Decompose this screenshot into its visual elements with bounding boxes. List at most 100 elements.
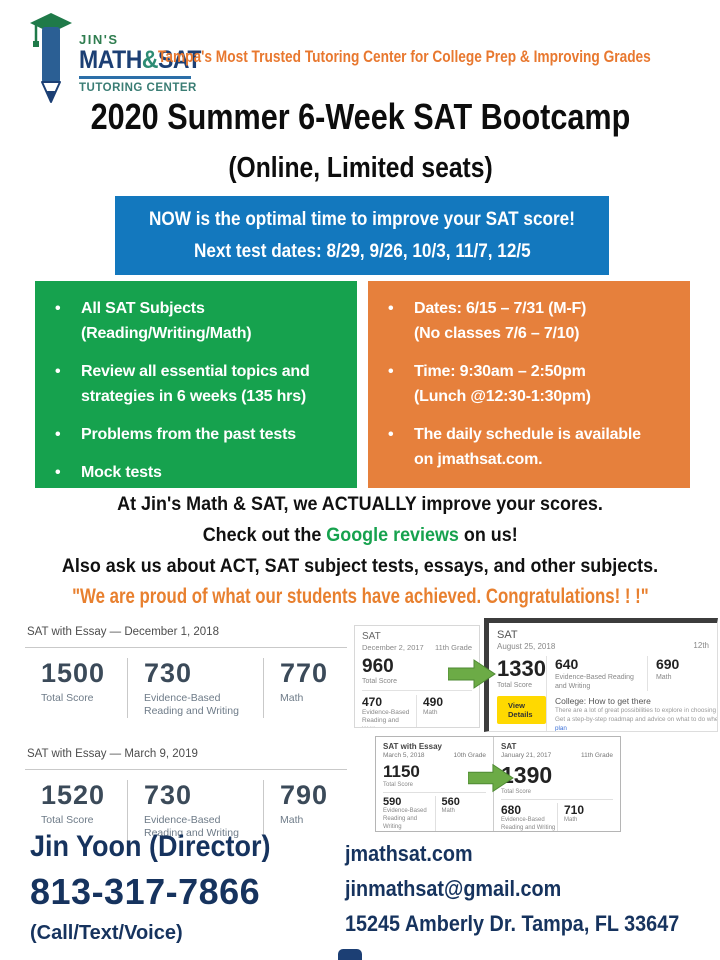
score-math: 770 Math bbox=[263, 658, 333, 719]
banner-line-1: NOW is the optimal time to improve your … bbox=[115, 203, 609, 235]
brand-logo: JIN'S MATH&SAT TUTORING CENTER bbox=[28, 12, 212, 109]
report-divider bbox=[25, 647, 347, 648]
brand-divider bbox=[79, 76, 191, 79]
pencil-graduation-cap-icon bbox=[28, 12, 74, 109]
college-section-title: College: How to get there bbox=[554, 696, 651, 707]
promo-banner: NOW is the optimal time to improve your … bbox=[115, 196, 609, 275]
email-address-text: jinmathsat@gmail.com bbox=[345, 876, 562, 901]
test-name: SAT with Essay bbox=[383, 742, 442, 751]
subscore-ebrw: 680 Evidence-Based Reading and Writing bbox=[501, 803, 557, 831]
college-plan-link[interactable]: plan bbox=[554, 725, 567, 732]
test-date: December 2, 2017 bbox=[362, 643, 424, 652]
score-report-2: SAT with Essay — March 9, 2019 1520 Tota… bbox=[25, 740, 347, 853]
subscore-label: Math bbox=[564, 817, 578, 823]
card-divider bbox=[501, 799, 613, 800]
subscore-label: Math bbox=[655, 674, 672, 681]
pitch-line-2-prefix: Check out the bbox=[202, 524, 322, 546]
feature-item: All SAT Subjects (Reading/Writing/Math) bbox=[55, 296, 349, 346]
schedule-item: Dates: 6/15 – 7/31 (M-F) (No classes 7/6… bbox=[388, 296, 682, 346]
college-section-text: There are a lot of great possibilities t… bbox=[554, 707, 718, 715]
subscore-value: 590 bbox=[383, 796, 402, 808]
pitch-line-2-text: Check out the Google reviews on us! bbox=[202, 520, 517, 551]
score-math: 790 Math bbox=[263, 780, 333, 841]
total-score-label: Total Score bbox=[501, 789, 532, 795]
schedule-item: The daily schedule is available on jmath… bbox=[388, 422, 682, 472]
email-address: jinmathsat@gmail.com bbox=[345, 871, 716, 906]
google-reviews-link[interactable]: Google reviews bbox=[326, 524, 459, 546]
subscore-row: 640 Evidence-Based Reading and Writing 6… bbox=[555, 656, 717, 692]
subscore-math: 690 Math bbox=[646, 656, 717, 692]
report-divider bbox=[25, 769, 347, 771]
pitch-line-3-text: Also ask us about ACT, SAT subject tests… bbox=[61, 555, 659, 577]
card-header: SAT August 25, 2018 12th bbox=[497, 629, 709, 651]
total-score-value: 1330 bbox=[497, 656, 546, 681]
testimonial-quote: "We are proud of what our students have … bbox=[0, 585, 720, 609]
score-reports-panel: SAT with Essay — December 1, 2018 1500 T… bbox=[25, 618, 347, 863]
schedule-item: Time: 9:30am – 2:50pm (Lunch @12:30-1:30… bbox=[388, 359, 682, 409]
test-date: March 5, 2018 bbox=[383, 752, 425, 759]
cropped-logo-mark bbox=[338, 949, 362, 960]
subscore-label: Evidence-Based Reading and Writing bbox=[383, 808, 427, 830]
score-label: Math bbox=[280, 692, 304, 704]
brand-name-main: MATH&SAT bbox=[79, 47, 201, 74]
test-meta: March 5, 2018 10th Grade bbox=[383, 752, 486, 759]
brand-ampersand: & bbox=[141, 46, 159, 74]
testimonial-quote-text: "We are proud of what our students have … bbox=[72, 585, 649, 608]
test-grade: 10th Grade bbox=[453, 752, 486, 759]
subscore-math: 560 Math bbox=[434, 796, 487, 831]
subscore-value: 490 bbox=[423, 695, 444, 709]
pitch-line-1: At Jin's Math & SAT, we ACTUALLY improve… bbox=[0, 489, 720, 520]
brand-tagline-text: Tampa's Most Trusted Tutoring Center for… bbox=[158, 48, 651, 66]
before-after-screenshot-2: SAT with Essay March 5, 2018 10th Grade … bbox=[375, 736, 621, 832]
subscores: 640 Evidence-Based Reading and Writing 6… bbox=[545, 656, 718, 732]
view-details-button[interactable]: View Details bbox=[497, 696, 546, 724]
score-value: 1500 bbox=[41, 658, 106, 688]
features-list: All SAT Subjects (Reading/Writing/Math) … bbox=[35, 281, 357, 485]
brand-name-sub: TUTORING CENTER bbox=[79, 82, 197, 94]
subscore-ebrw: 590 Evidence-Based Reading and Writing bbox=[383, 796, 435, 831]
score-ebrw: 730 Evidence-Based Reading and Writing bbox=[127, 780, 263, 841]
subscore-value: 710 bbox=[564, 803, 585, 817]
test-meta: January 21, 2017 11th Grade bbox=[501, 752, 613, 759]
schedule-item-text: The daily schedule is available on jmath… bbox=[414, 426, 641, 468]
test-date: January 21, 2017 bbox=[501, 752, 552, 759]
subscore-math: 710 Math bbox=[557, 803, 613, 831]
arrow-right-icon bbox=[467, 763, 514, 793]
arrow-right-icon bbox=[447, 658, 496, 690]
feature-item-text: All SAT Subjects (Reading/Writing/Math) bbox=[81, 300, 252, 342]
schedule-list: Dates: 6/15 – 7/31 (M-F) (No classes 7/6… bbox=[368, 281, 690, 472]
feature-item-text: Mock tests bbox=[81, 464, 162, 481]
street-address: 15245 Amberly Dr. Tampa, FL 33647 bbox=[345, 906, 716, 941]
score-report-1: SAT with Essay — December 1, 2018 1500 T… bbox=[25, 618, 347, 731]
brand-name-top: JIN'S bbox=[79, 32, 119, 47]
report-scores: 1500 Total Score 730 Evidence-Based Read… bbox=[25, 648, 347, 731]
brand-name: JIN'S MATH&SAT TUTORING CENTER bbox=[79, 12, 212, 109]
report-title: SAT with Essay — December 1, 2018 bbox=[27, 626, 219, 638]
college-plan-row: plan bbox=[554, 724, 717, 732]
test-name: SAT bbox=[362, 631, 381, 642]
banner-line-2: Next test dates: 8/29, 9/26, 10/3, 11/7,… bbox=[115, 235, 609, 267]
phone-note: (Call/Text/Voice) bbox=[30, 922, 183, 944]
card-divider bbox=[383, 792, 486, 793]
banner-line-2-text: Next test dates: 8/29, 9/26, 10/3, 11/7,… bbox=[193, 240, 531, 262]
subscore-label: Math bbox=[441, 808, 455, 814]
feature-item-text: Review all essential topics and strategi… bbox=[81, 363, 310, 405]
banner-line-1-text: NOW is the optimal time to improve your … bbox=[149, 208, 575, 230]
pitch-line-3: Also ask us about ACT, SAT subject tests… bbox=[0, 551, 720, 582]
pitch-line-1-text: At Jin's Math & SAT, we ACTUALLY improve… bbox=[117, 493, 603, 515]
subscore-value: 640 bbox=[554, 656, 579, 672]
after-card: SAT August 25, 2018 12th 1330 Total Scor… bbox=[484, 618, 718, 732]
subscore-ebrw: 640 Evidence-Based Reading and Writing bbox=[555, 656, 647, 691]
subscore-ebrw: 470 Evidence-Based Reading and Writing bbox=[362, 695, 416, 727]
total-score-label: Total Score bbox=[362, 678, 398, 685]
subscore-value: 690 bbox=[655, 656, 680, 672]
feature-item: Problems from the past tests bbox=[55, 422, 349, 447]
score-label: Evidence-Based Reading and Writing bbox=[144, 692, 239, 718]
card-divider bbox=[362, 690, 472, 691]
report-scores: 1520 Total Score 730 Evidence-Based Read… bbox=[25, 770, 347, 853]
total-score-label: Total Score bbox=[497, 682, 533, 689]
test-grade: 11th Grade bbox=[435, 643, 472, 652]
score-total: 1520 Total Score bbox=[25, 780, 127, 840]
subscore-label: Math bbox=[423, 709, 438, 716]
director-name: Jin Yoon (Director) bbox=[30, 830, 297, 864]
